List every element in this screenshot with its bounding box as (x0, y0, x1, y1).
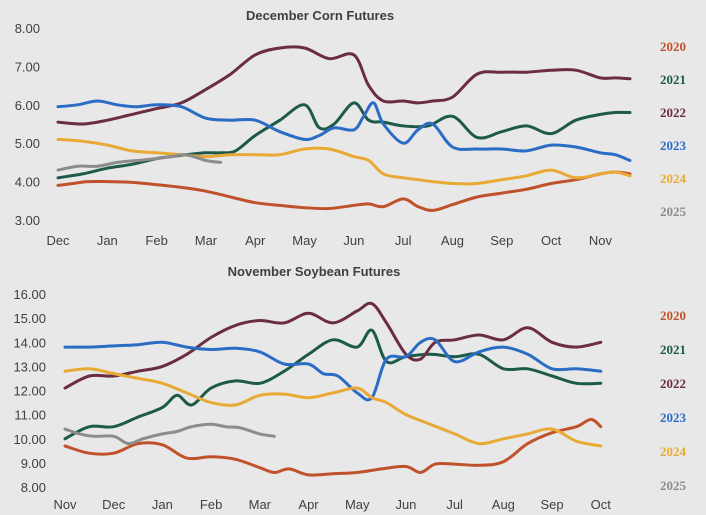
x-tick-label: Oct (541, 233, 562, 248)
series-line-2021 (56, 101, 632, 180)
legend-entry-2022: 2022 (660, 105, 686, 120)
legend-entry-2023: 2023 (660, 410, 687, 425)
y-tick-label: 4.00 (15, 175, 40, 190)
legend-entry-2022: 2022 (660, 376, 686, 391)
x-tick-label: Dec (102, 497, 126, 512)
series-line-2023 (63, 336, 603, 402)
x-tick-label: Jul (395, 233, 412, 248)
y-tick-label: 7.00 (15, 59, 40, 74)
x-tick-label: Mar (249, 497, 272, 512)
chart-title: November Soybean Futures (228, 264, 401, 279)
x-tick-label: Sep (490, 233, 513, 248)
x-tick-label: Aug (492, 497, 515, 512)
series-line-2025 (56, 153, 223, 172)
y-tick-label: 6.00 (15, 98, 40, 113)
series-line-2022 (63, 301, 603, 390)
legend-entry-2023: 2023 (660, 138, 687, 153)
x-tick-label: Dec (46, 233, 70, 248)
series-line-2025 (63, 422, 276, 446)
legend-entry-2021: 2021 (660, 72, 686, 87)
y-tick-label: 5.00 (15, 136, 40, 151)
y-tick-label: 14.00 (13, 335, 46, 350)
x-tick-label: Feb (145, 233, 167, 248)
x-tick-label: Oct (591, 497, 612, 512)
x-tick-label: Jan (97, 233, 118, 248)
series-line-2022 (56, 45, 632, 126)
x-tick-label: Sep (540, 497, 563, 512)
series-line-2020 (63, 417, 603, 477)
x-tick-label: Jun (343, 233, 364, 248)
x-tick-label: Apr (298, 497, 319, 512)
x-tick-label: Jul (446, 497, 463, 512)
legend-entry-2021: 2021 (660, 342, 686, 357)
legend-entry-2025: 2025 (660, 204, 687, 219)
x-tick-label: May (292, 233, 317, 248)
x-tick-label: May (345, 497, 370, 512)
x-tick-label: Nov (53, 497, 77, 512)
series-line-2020 (56, 170, 632, 212)
x-tick-label: Jan (152, 497, 173, 512)
y-tick-label: 12.00 (13, 384, 46, 399)
series-line-2024 (63, 367, 603, 448)
series-line-2024 (56, 137, 632, 186)
x-tick-label: Feb (200, 497, 222, 512)
legend-entry-2025: 2025 (660, 478, 687, 493)
y-tick-label: 8.00 (21, 480, 46, 495)
y-tick-label: 8.00 (15, 21, 40, 36)
y-tick-label: 13.00 (13, 359, 46, 374)
x-tick-label: Nov (589, 233, 613, 248)
series-line-2021 (63, 328, 603, 441)
x-tick-label: Mar (195, 233, 218, 248)
y-tick-label: 15.00 (13, 311, 46, 326)
legend-entry-2024: 2024 (660, 171, 687, 186)
legend-entry-2020: 2020 (660, 39, 686, 54)
series-line-2023 (56, 99, 632, 162)
chart-title: December Corn Futures (246, 8, 394, 23)
x-tick-label: Aug (441, 233, 464, 248)
x-tick-label: Apr (245, 233, 266, 248)
legend-entry-2024: 2024 (660, 444, 687, 459)
y-tick-label: 9.00 (21, 456, 46, 471)
y-tick-label: 11.00 (14, 408, 46, 423)
y-tick-label: 16.00 (13, 287, 46, 302)
legend-entry-2020: 2020 (660, 308, 686, 323)
y-tick-label: 10.00 (13, 432, 46, 447)
y-tick-label: 3.00 (15, 213, 40, 228)
x-tick-label: Jun (395, 497, 416, 512)
